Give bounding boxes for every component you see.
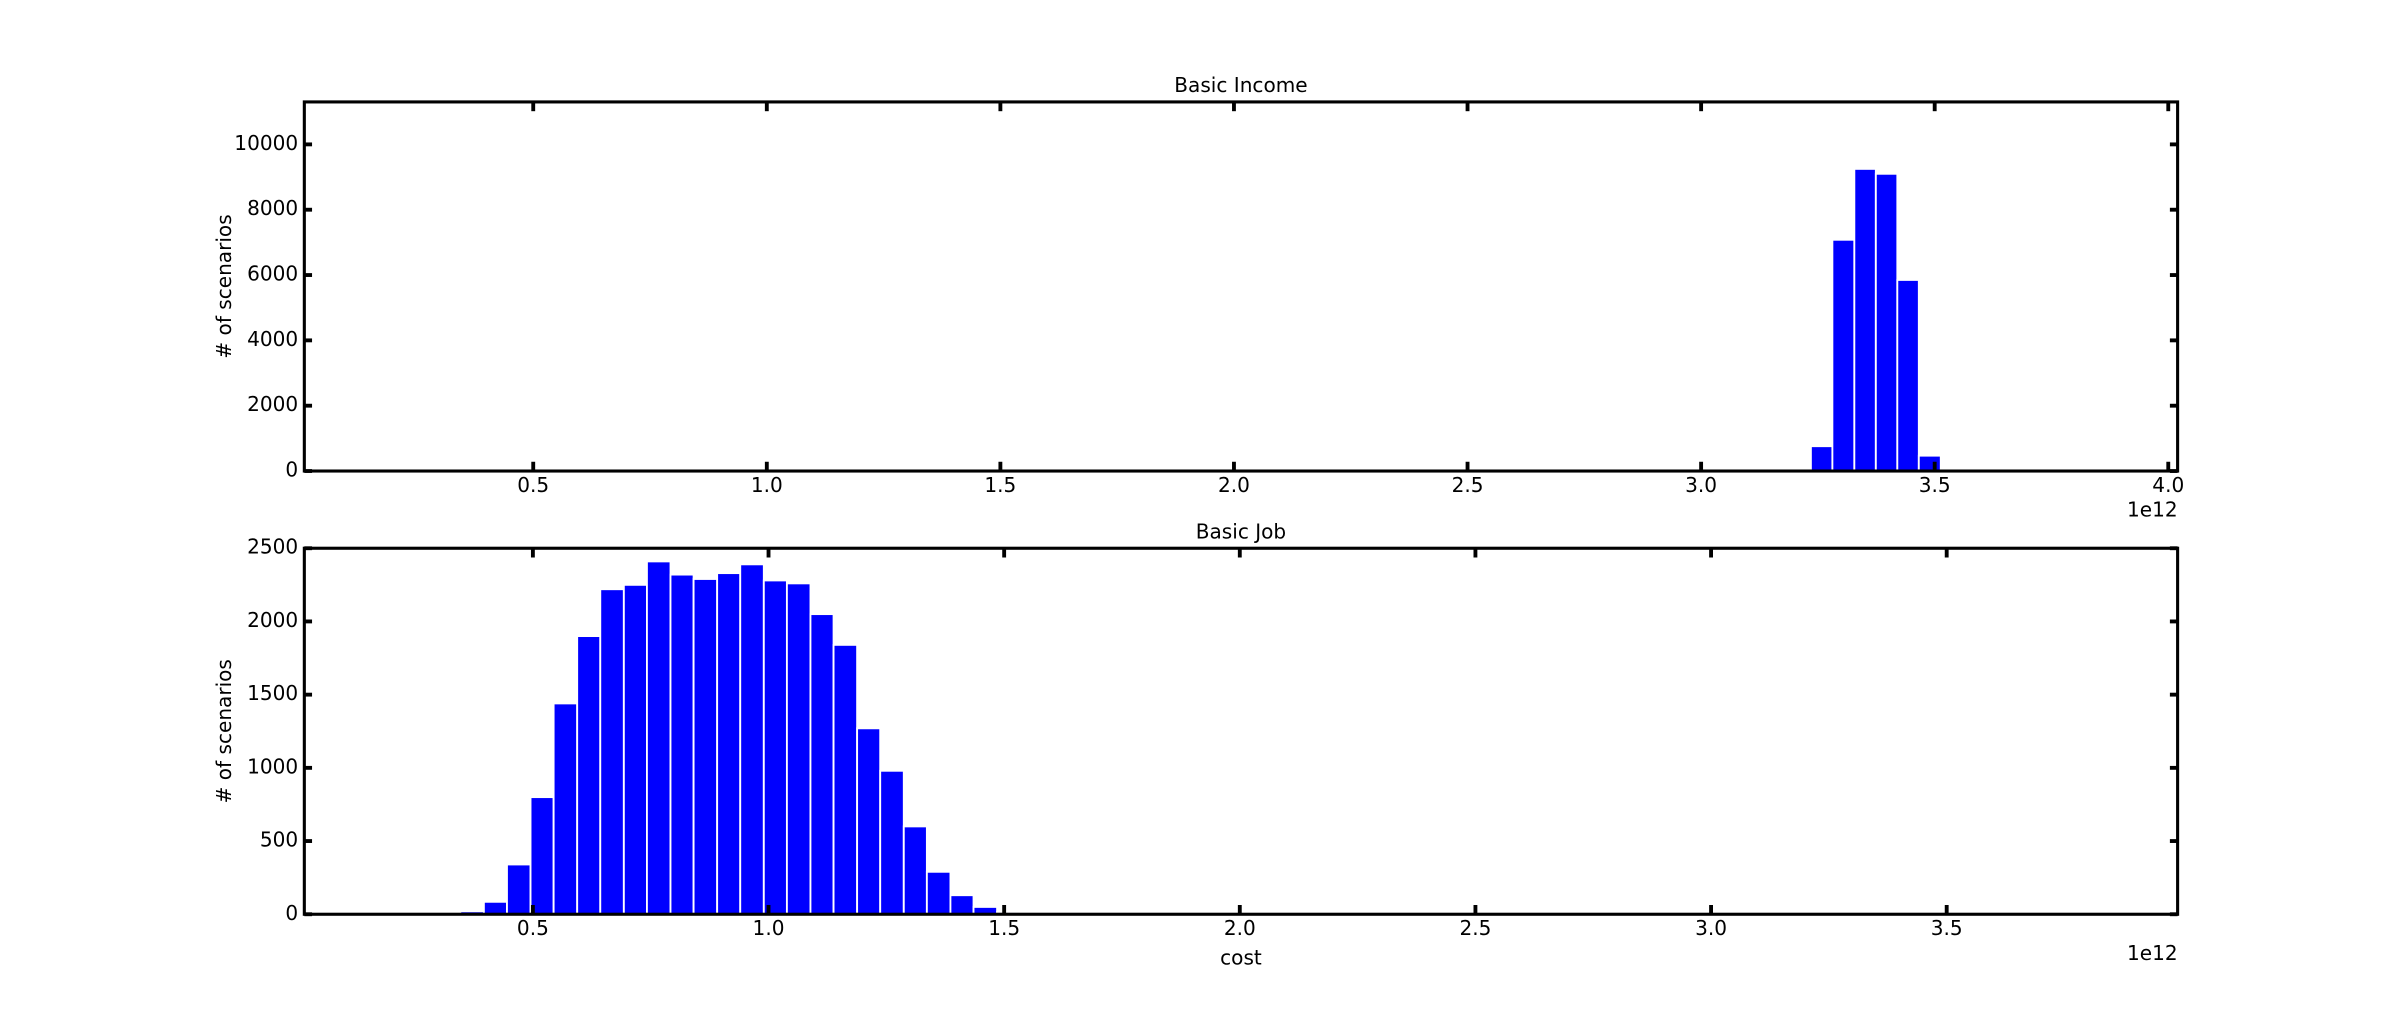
bar bbox=[1896, 279, 1920, 472]
chart-title: Basic Job bbox=[1196, 519, 1286, 543]
x-tick-label: 0.5 bbox=[517, 473, 549, 497]
x-tick-label: 1.5 bbox=[988, 916, 1020, 940]
y-tick-label: 2000 bbox=[247, 392, 298, 416]
bar bbox=[482, 900, 508, 916]
x-tick-label: 3.5 bbox=[1919, 473, 1951, 497]
chart-title: Basic Income bbox=[1174, 73, 1307, 97]
y-tick-label: 8000 bbox=[247, 196, 298, 220]
bar bbox=[832, 643, 859, 916]
x-axis-label: cost bbox=[1220, 946, 1262, 970]
bar bbox=[506, 863, 532, 916]
x-tick-label: 2.0 bbox=[1224, 916, 1256, 940]
bar bbox=[576, 635, 602, 916]
bar bbox=[785, 582, 812, 916]
y-tick-label: 4000 bbox=[247, 327, 298, 351]
bar bbox=[716, 572, 742, 916]
x-tick-label: 0.5 bbox=[517, 916, 549, 940]
x-offset-label: 1e12 bbox=[2127, 941, 2178, 965]
bar bbox=[529, 796, 555, 916]
bar bbox=[1874, 172, 1899, 472]
x-tick-label: 3.0 bbox=[1685, 473, 1717, 497]
x-tick-label: 2.0 bbox=[1218, 473, 1250, 497]
x-tick-label: 2.5 bbox=[1452, 473, 1484, 497]
bar bbox=[669, 573, 695, 916]
y-axis-label: # of scenarios bbox=[212, 659, 236, 803]
bar bbox=[949, 894, 975, 916]
y-tick-label: 500 bbox=[260, 828, 298, 852]
bar bbox=[739, 563, 765, 916]
y-tick-label: 2500 bbox=[247, 535, 298, 559]
bar bbox=[1831, 238, 1856, 472]
x-tick-label: 4.0 bbox=[2152, 473, 2184, 497]
bar bbox=[646, 560, 672, 916]
bar bbox=[902, 825, 928, 916]
bar bbox=[1809, 445, 1834, 472]
bar bbox=[692, 578, 719, 916]
bar bbox=[809, 613, 835, 916]
y-axis-label: # of scenarios bbox=[212, 214, 236, 358]
y-tick-label: 2000 bbox=[247, 608, 298, 632]
y-tick-label: 0 bbox=[285, 458, 298, 482]
x-tick-label: 3.0 bbox=[1695, 916, 1727, 940]
bar bbox=[856, 727, 882, 916]
bar bbox=[925, 870, 952, 916]
bar bbox=[1853, 167, 1877, 472]
x-tick-label: 1.0 bbox=[751, 473, 783, 497]
y-tick-label: 0 bbox=[285, 901, 298, 925]
x-tick-label: 3.5 bbox=[1931, 916, 1963, 940]
bar bbox=[762, 579, 788, 916]
y-tick-label: 1500 bbox=[247, 681, 298, 705]
bar bbox=[552, 702, 579, 916]
x-tick-label: 1.0 bbox=[753, 916, 785, 940]
bar bbox=[1917, 454, 1942, 472]
x-offset-label: 1e12 bbox=[2127, 498, 2178, 522]
y-tick-label: 10000 bbox=[234, 131, 298, 155]
y-tick-label: 6000 bbox=[247, 262, 298, 286]
axes-frame bbox=[302, 100, 2180, 473]
bar bbox=[622, 583, 648, 916]
bar bbox=[879, 769, 905, 916]
x-tick-label: 2.5 bbox=[1459, 916, 1491, 940]
bar bbox=[599, 588, 625, 916]
y-tick-label: 1000 bbox=[247, 754, 298, 778]
x-tick-label: 1.5 bbox=[984, 473, 1016, 497]
